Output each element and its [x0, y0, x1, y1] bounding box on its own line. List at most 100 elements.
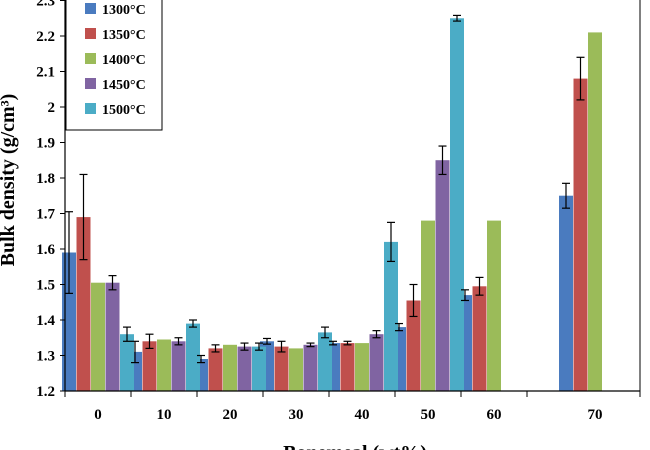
legend-swatch — [85, 53, 96, 64]
y-tick-label: 2.2 — [36, 29, 55, 45]
bar-1450°C-40 — [369, 334, 384, 391]
bar-1350°C-20 — [208, 348, 223, 391]
error-bar-1350°C-0 — [79, 173, 88, 261]
y-ticks-layer: 1.2 1.3 1.4 1.5 1.6 1.7 1.8 1.9 2 2.1 2.2 2.3 — [36, 0, 65, 400]
x-tick-label: 20 — [223, 407, 238, 423]
error-bar-1300°C-0 — [65, 211, 73, 294]
bar-1400°C-70 — [588, 32, 602, 392]
error-bar-1450°C-10 — [174, 337, 183, 346]
error-bar-1300°C-40 — [329, 340, 337, 346]
bar-1350°C-70 — [573, 78, 588, 391]
bar-1350°C-10 — [142, 341, 157, 391]
y-tick-label: 2 — [48, 100, 56, 116]
y-tick-label: 1.7 — [36, 207, 55, 223]
bar-1350°C-40 — [340, 343, 355, 391]
x-tick-label: 30 — [289, 407, 304, 423]
error-bar-1300°C-10 — [131, 340, 139, 364]
y-tick-label: 2.1 — [36, 65, 55, 81]
x-tick-label: 40 — [355, 407, 370, 423]
error-bar-1500°C-30 — [321, 326, 329, 339]
y-tick-label: 1.8 — [36, 171, 55, 187]
bar-1400°C-40 — [355, 343, 369, 391]
error-bar-1300°C-20 — [197, 354, 205, 364]
x-tick-label: 50 — [421, 407, 436, 423]
bar-1450°C-0 — [105, 282, 120, 391]
error-bar-1300°C-70 — [562, 182, 570, 209]
y-tick-label: 1.6 — [36, 242, 55, 258]
error-bar-1450°C-0 — [108, 275, 117, 291]
legend-label: 1300°C — [102, 3, 146, 18]
error-bar-1350°C-60 — [475, 276, 484, 296]
bar-1350°C-30 — [274, 346, 289, 391]
error-bar-1300°C-30 — [263, 337, 271, 345]
error-bar-1450°C-40 — [372, 330, 381, 339]
error-bar-1350°C-40 — [343, 340, 352, 346]
error-bar-1450°C-50 — [438, 145, 447, 176]
legend-item: 1300°C — [85, 3, 146, 18]
error-bar-1350°C-30 — [277, 340, 286, 353]
bar-1400°C-20 — [223, 344, 237, 391]
legend-label: 1350°C — [102, 28, 146, 43]
legend-box — [65, 0, 163, 131]
error-bar-1300°C-50 — [395, 322, 403, 332]
bar-1350°C-0 — [76, 217, 91, 391]
x-tick-label: 60 — [487, 407, 502, 423]
y-tick-label: 1.4 — [36, 313, 55, 329]
error-bar-1500°C-50 — [453, 14, 461, 22]
error-bar-1450°C-30 — [306, 342, 315, 348]
error-bar-1300°C-60 — [461, 289, 469, 302]
legend-swatch — [85, 78, 96, 89]
error-bar-1350°C-10 — [145, 333, 154, 349]
error-bar-1350°C-20 — [211, 344, 220, 353]
error-bar-1350°C-50 — [409, 283, 418, 318]
legend-swatch — [85, 28, 96, 39]
legend-item: 1500°C — [85, 103, 146, 118]
bar-1400°C-50 — [421, 220, 435, 391]
error-bar-1350°C-70 — [576, 56, 585, 101]
bars-layer — [62, 18, 602, 392]
axes-layer — [64, 0, 641, 392]
bar-1350°C-50 — [406, 300, 421, 391]
bar-1350°C-60 — [472, 286, 487, 391]
bar-1500°C-20 — [252, 346, 266, 391]
legend-item: 1350°C — [85, 28, 146, 43]
error-bars-layer — [65, 14, 585, 364]
bar-1500°C-50 — [450, 18, 464, 392]
legend-swatch — [85, 103, 96, 114]
bar-1500°C-30 — [318, 332, 332, 391]
x-tick-label: 70 — [588, 407, 603, 423]
error-bar-1500°C-20 — [255, 342, 263, 351]
x-axis-title: Bonemeal (wt%) — [283, 442, 427, 450]
legend-item: 1400°C — [85, 53, 146, 68]
bar-1450°C-30 — [303, 344, 318, 391]
legend-label: 1450°C — [102, 78, 146, 93]
bar-1450°C-20 — [237, 346, 252, 391]
legend-item: 1450°C — [85, 78, 146, 93]
y-tick-label: 1.3 — [36, 349, 55, 365]
y-tick-label: 1.9 — [36, 136, 55, 152]
bar-1450°C-10 — [171, 341, 186, 391]
error-bar-1500°C-40 — [387, 221, 395, 263]
y-tick-label: 1.5 — [36, 278, 55, 294]
bar-1500°C-40 — [384, 241, 398, 391]
bar-1450°C-50 — [435, 160, 450, 391]
y-tick-label: 1.2 — [36, 384, 55, 400]
y-axis-title: Bulk density (g/cm³) — [0, 94, 19, 267]
legend-label: 1400°C — [102, 53, 146, 68]
bar-1500°C-0 — [120, 334, 134, 391]
bar-1300°C-70 — [559, 195, 573, 391]
bar-1400°C-30 — [289, 348, 303, 391]
legend: 1300°C 1350°C 1400°C 1450°C 1500°C — [65, 0, 163, 131]
y-tick-label: 2.3 — [36, 0, 55, 10]
x-tick-label: 10 — [157, 407, 172, 423]
bar-1400°C-0 — [91, 282, 105, 391]
bar-1400°C-60 — [487, 220, 501, 391]
error-bar-1450°C-20 — [240, 342, 249, 351]
bar-1500°C-10 — [186, 323, 200, 391]
legend-label: 1500°C — [102, 103, 146, 118]
bar-1400°C-10 — [157, 339, 171, 391]
x-tick-label: 0 — [94, 407, 102, 423]
legend-items: 1300°C 1350°C 1400°C 1450°C 1500°C — [85, 3, 146, 118]
error-bar-1500°C-10 — [189, 319, 197, 328]
